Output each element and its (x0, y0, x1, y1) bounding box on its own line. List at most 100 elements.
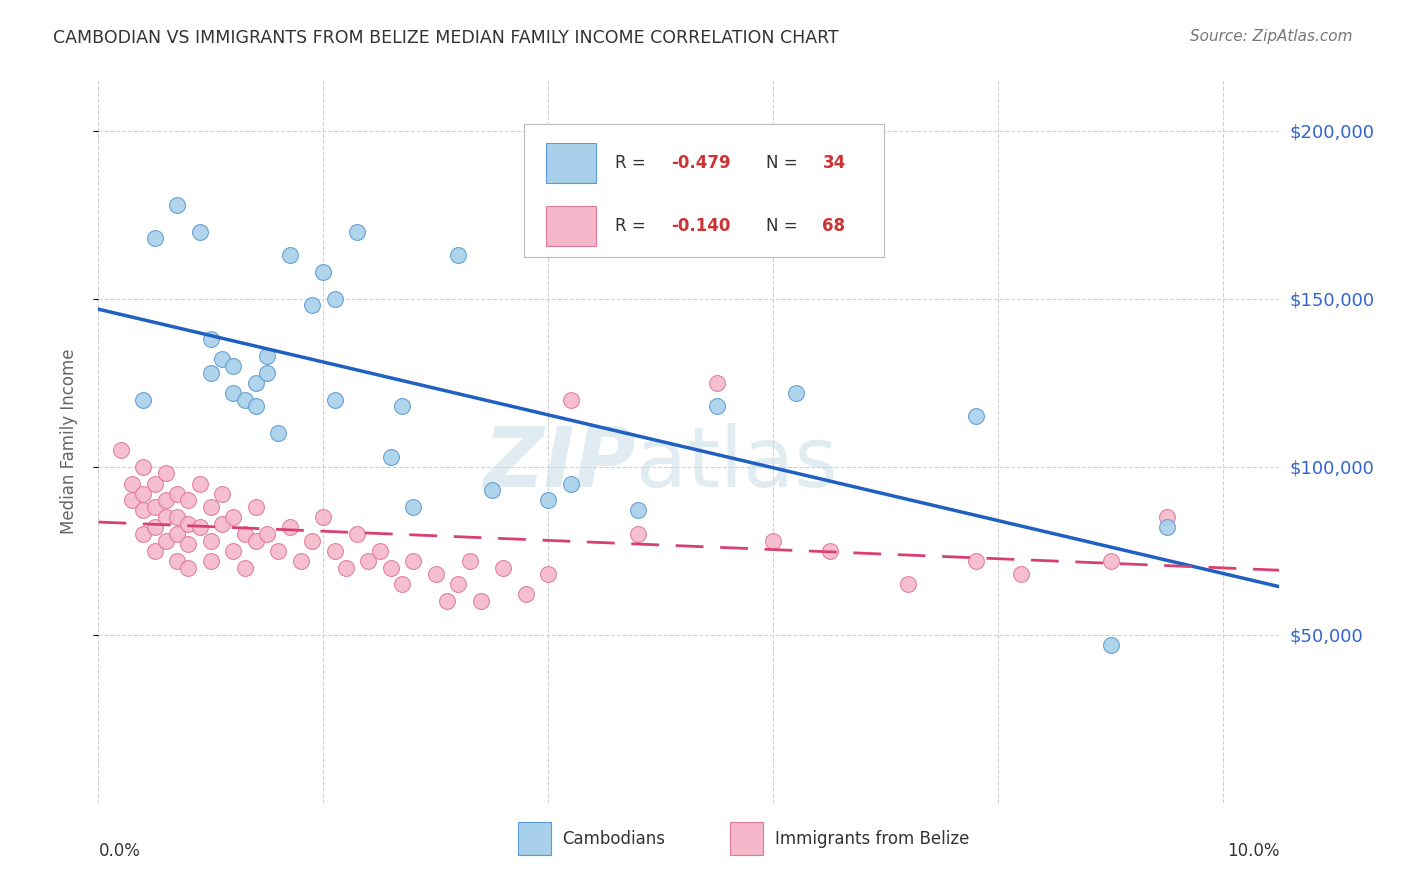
Point (312, 510, 335, 524)
Point (897, 577, 920, 591)
Point (1099, 638, 1122, 652)
Point (177, 493, 200, 508)
Point (132, 392, 155, 407)
Point (166, 554, 188, 568)
Point (627, 503, 650, 517)
Text: -0.140: -0.140 (671, 217, 731, 235)
Point (132, 486, 155, 500)
Point (211, 516, 233, 531)
Point (335, 560, 357, 574)
Point (245, 533, 267, 548)
Point (233, 392, 256, 407)
Point (627, 527, 650, 541)
Point (706, 399, 728, 413)
Text: CAMBODIAN VS IMMIGRANTS FROM BELIZE MEDIAN FAMILY INCOME CORRELATION CHART: CAMBODIAN VS IMMIGRANTS FROM BELIZE MEDI… (53, 29, 839, 46)
Point (1010, 567, 1032, 582)
Point (256, 527, 278, 541)
Text: 34: 34 (823, 153, 845, 171)
Point (267, 543, 290, 558)
Point (166, 197, 188, 211)
Point (1099, 554, 1122, 568)
Y-axis label: Median Family Income: Median Family Income (59, 349, 77, 534)
FancyBboxPatch shape (523, 124, 884, 257)
Point (200, 533, 222, 548)
Point (177, 560, 200, 574)
Point (143, 476, 166, 491)
Point (1156, 520, 1178, 534)
Point (357, 554, 380, 568)
Point (256, 349, 278, 363)
Point (402, 500, 425, 514)
Text: -0.479: -0.479 (671, 153, 731, 171)
Point (312, 265, 335, 279)
Point (706, 376, 728, 390)
Point (188, 476, 211, 491)
Text: R =: R = (614, 217, 651, 235)
Text: Source: ZipAtlas.com: Source: ZipAtlas.com (1189, 29, 1353, 44)
Point (132, 459, 155, 474)
Point (368, 543, 391, 558)
Bar (546, 206, 596, 245)
Point (323, 392, 346, 407)
Text: 0.0%: 0.0% (98, 842, 141, 860)
Point (447, 577, 470, 591)
Point (143, 500, 166, 514)
Point (121, 476, 143, 491)
Point (425, 567, 447, 582)
Point (537, 493, 560, 508)
Point (155, 493, 177, 508)
Point (290, 554, 312, 568)
Point (222, 385, 245, 400)
Point (323, 292, 346, 306)
Point (200, 332, 222, 346)
Point (481, 483, 503, 498)
Text: 10.0%: 10.0% (1227, 842, 1279, 860)
Point (155, 510, 177, 524)
Point (256, 366, 278, 380)
Point (177, 537, 200, 551)
Point (200, 554, 222, 568)
Point (301, 298, 323, 312)
Point (965, 409, 987, 424)
Text: Cambodians: Cambodians (562, 830, 665, 847)
Point (211, 352, 233, 367)
Point (560, 476, 582, 491)
Bar (546, 143, 596, 183)
Text: N =: N = (766, 217, 803, 235)
Text: Immigrants from Belize: Immigrants from Belize (775, 830, 970, 847)
Point (166, 510, 188, 524)
Point (323, 543, 346, 558)
Point (470, 594, 492, 608)
Point (436, 594, 458, 608)
Point (233, 527, 256, 541)
Point (267, 426, 290, 441)
Point (245, 376, 267, 390)
Point (245, 500, 267, 514)
Point (818, 543, 841, 558)
Point (391, 577, 413, 591)
Point (785, 385, 807, 400)
Point (458, 554, 481, 568)
Text: R =: R = (614, 153, 651, 171)
Point (278, 248, 301, 262)
Point (233, 560, 256, 574)
Point (143, 520, 166, 534)
Point (200, 366, 222, 380)
Point (222, 543, 245, 558)
Point (380, 450, 402, 464)
Point (188, 520, 211, 534)
Point (200, 500, 222, 514)
Point (222, 359, 245, 373)
Point (166, 527, 188, 541)
Point (762, 533, 785, 548)
Point (391, 399, 413, 413)
Point (188, 225, 211, 239)
Point (132, 527, 155, 541)
Point (402, 554, 425, 568)
Point (211, 486, 233, 500)
Point (492, 560, 515, 574)
Point (560, 392, 582, 407)
Text: 68: 68 (823, 217, 845, 235)
Point (346, 225, 368, 239)
Point (222, 510, 245, 524)
